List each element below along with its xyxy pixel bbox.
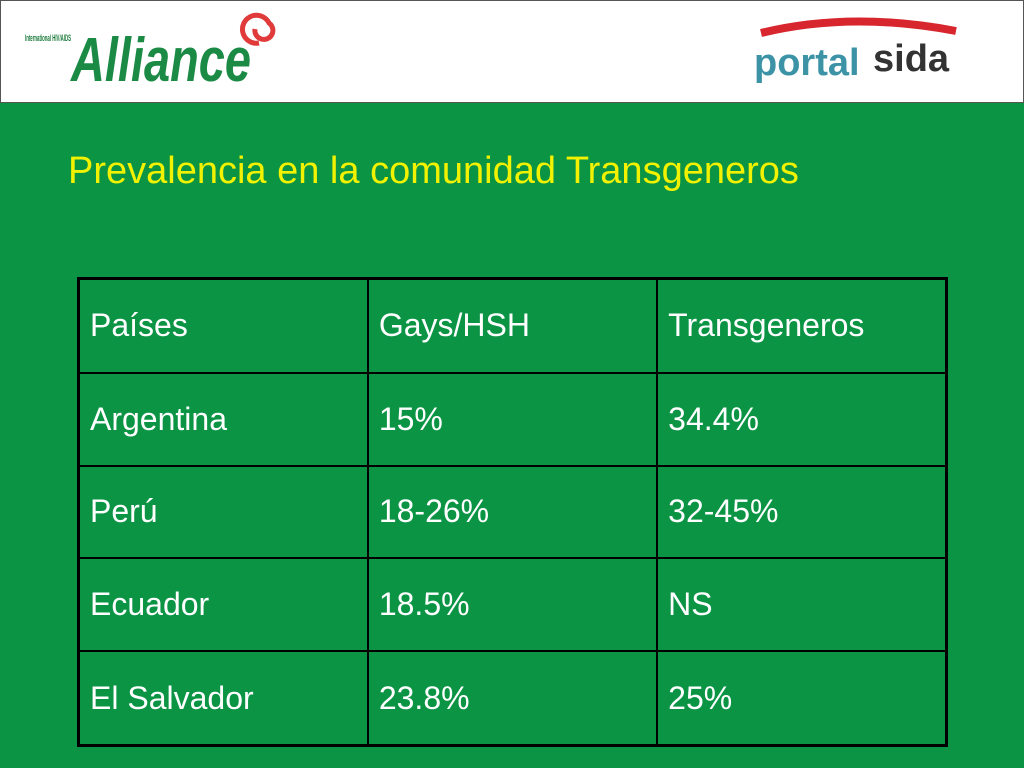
cell: 34.4% xyxy=(656,371,948,467)
row: El Salvador 23.8% 25% xyxy=(77,650,948,747)
cell: Ecuador xyxy=(77,557,369,653)
logos: International HIV/AIDS Alliance portal s… xyxy=(25,12,957,95)
portalsida-swoosh xyxy=(760,17,957,37)
alliance-small-text: International HIV/AIDS xyxy=(25,33,71,43)
alliance-swirl xyxy=(239,12,276,46)
cell: 32-45% xyxy=(656,464,948,560)
header-cell: Transgeneros xyxy=(656,277,948,374)
cell: NS xyxy=(656,557,948,653)
row: Perú 18-26% 32-45% xyxy=(77,464,948,560)
cell: 25% xyxy=(656,650,948,747)
portalsida-part1: portal xyxy=(754,42,860,84)
header-row: Países Gays/HSH Transgeneros xyxy=(77,277,948,374)
row: Ecuador 18.5% NS xyxy=(77,557,948,653)
cell: 15% xyxy=(366,371,659,467)
row: Argentina 15% 34.4% xyxy=(77,371,948,467)
cell: Argentina xyxy=(77,371,369,467)
cell: El Salvador xyxy=(77,650,369,747)
cell: 18.5% xyxy=(366,557,659,653)
portalsida-part2: sida xyxy=(873,38,950,80)
alliance-name: Alliance xyxy=(69,26,251,95)
cell: 18-26% xyxy=(366,464,659,560)
header: International HIV/AIDS Alliance portal s… xyxy=(0,0,1024,103)
slide-title: Prevalencia en la comunidad Transgeneros xyxy=(68,150,799,192)
header-cell: Países xyxy=(77,277,369,374)
cell: 23.8% xyxy=(366,650,659,747)
header-cell: Gays/HSH xyxy=(366,277,659,374)
cell: Perú xyxy=(77,464,369,560)
data-table: Países Gays/HSH Transgeneros Argentina 15… xyxy=(77,277,948,747)
